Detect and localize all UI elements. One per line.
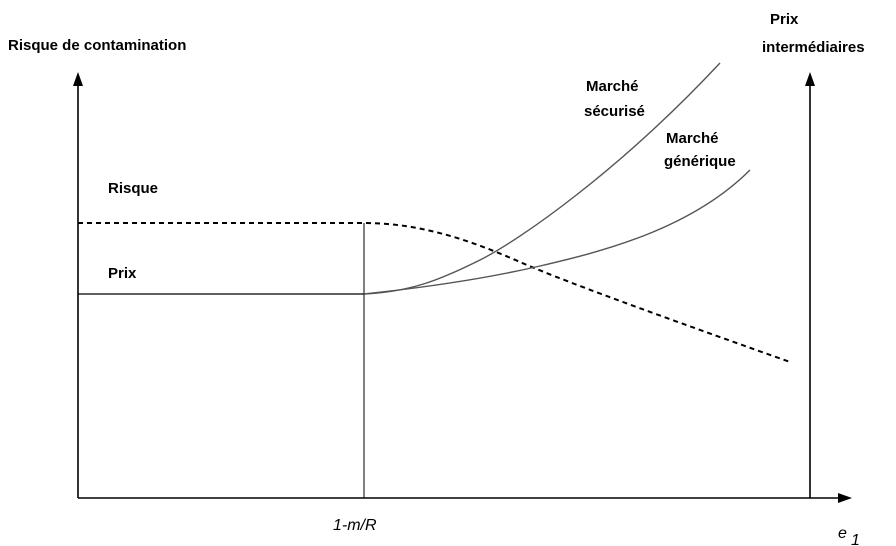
right-axis-arrow [805,72,815,86]
left-axis-arrow [73,72,83,86]
right-axis-label-line2: intermédiaires [762,39,865,56]
x-axis-variable: e [838,525,847,542]
right-axis-label-line1: Prix [770,11,799,28]
x-axis-variable-subscript: 1 [851,532,860,546]
x-axis-variable-main: e [838,525,847,542]
secure-market-label-line1: Marché [586,78,639,95]
risk-label: Risque [108,180,158,197]
secure-market-label-line2: sécurisé [584,103,645,120]
threshold-label: 1-m/R [333,517,377,534]
generic-market-curve [363,169,751,295]
secure-market-curve [363,62,721,295]
left-axis-label: Risque de contamination [8,37,186,54]
generic-market-label-line1: Marché [666,130,719,147]
price-label: Prix [108,265,137,282]
generic-market-label-line2: générique [664,153,736,170]
x-axis-arrow [838,493,852,503]
risk-curve [78,222,791,363]
